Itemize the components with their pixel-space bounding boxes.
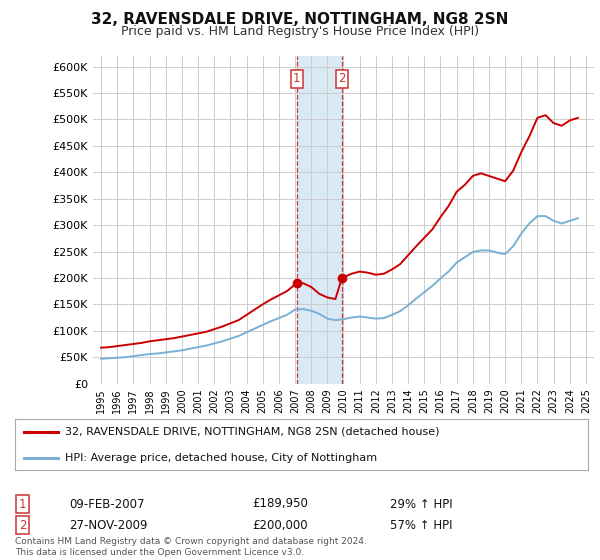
Text: £189,950: £189,950 (252, 497, 308, 511)
Text: 29% ↑ HPI: 29% ↑ HPI (390, 497, 452, 511)
Text: HPI: Average price, detached house, City of Nottingham: HPI: Average price, detached house, City… (65, 452, 377, 463)
Text: 57% ↑ HPI: 57% ↑ HPI (390, 519, 452, 532)
Text: 27-NOV-2009: 27-NOV-2009 (69, 519, 148, 532)
Text: 1: 1 (293, 72, 301, 86)
Text: 2: 2 (19, 519, 26, 532)
Text: Price paid vs. HM Land Registry's House Price Index (HPI): Price paid vs. HM Land Registry's House … (121, 25, 479, 38)
Text: 09-FEB-2007: 09-FEB-2007 (69, 497, 145, 511)
Text: 32, RAVENSDALE DRIVE, NOTTINGHAM, NG8 2SN (detached house): 32, RAVENSDALE DRIVE, NOTTINGHAM, NG8 2S… (65, 427, 440, 437)
Text: £200,000: £200,000 (252, 519, 308, 532)
Text: 32, RAVENSDALE DRIVE, NOTTINGHAM, NG8 2SN: 32, RAVENSDALE DRIVE, NOTTINGHAM, NG8 2S… (91, 12, 509, 27)
Text: Contains HM Land Registry data © Crown copyright and database right 2024.
This d: Contains HM Land Registry data © Crown c… (15, 537, 367, 557)
Text: 1: 1 (19, 497, 26, 511)
Bar (296, 56, 342, 384)
Text: 2: 2 (338, 72, 346, 86)
